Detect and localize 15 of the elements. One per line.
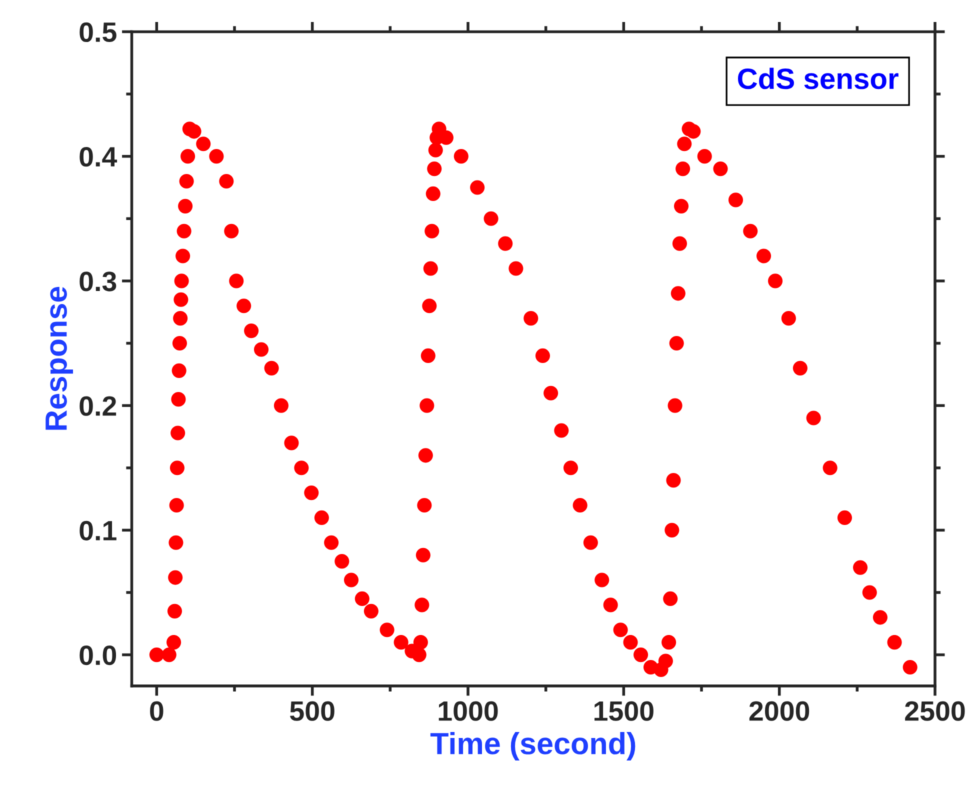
x-tick-label: 1500	[594, 701, 654, 721]
y-tick-label: 0.3	[80, 272, 116, 292]
x-tick-label: 500	[290, 701, 334, 721]
y-tick-label: 0.0	[80, 645, 116, 666]
annotation: CdS sensor	[738, 68, 898, 90]
x-axis-title: Time (second)	[430, 732, 636, 760]
y-axis-title: Response	[46, 286, 74, 430]
x-tick-label: 1000	[438, 701, 498, 721]
x-tick-label: 2000	[749, 701, 810, 721]
x-tick-label: 2500	[905, 701, 965, 721]
y-tick-label: 0.5	[80, 22, 116, 42]
x-tick-label: 0	[150, 701, 164, 721]
y-tick-label: 0.4	[80, 147, 118, 167]
y-tick-label: 0.1	[80, 520, 116, 541]
y-tick-label: 0.2	[80, 396, 116, 416]
